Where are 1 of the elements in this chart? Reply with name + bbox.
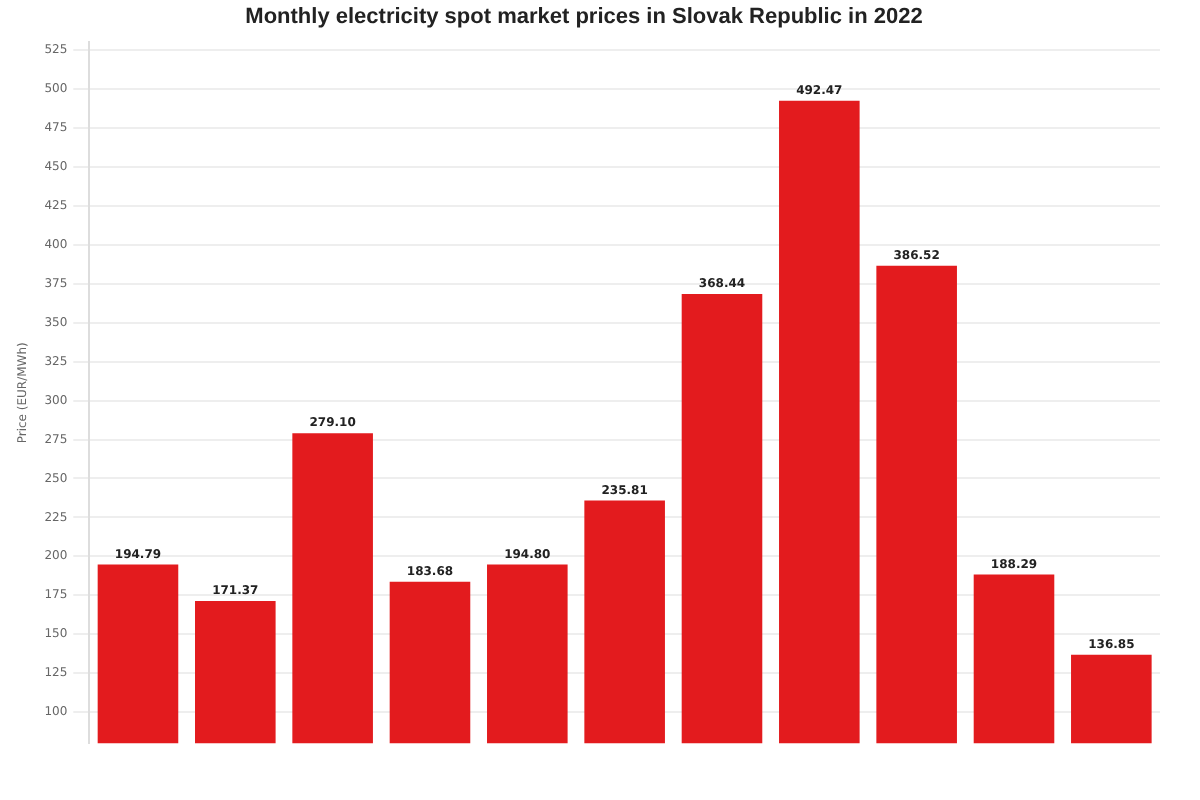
chart-title: Monthly electricity spot market prices in Slovak Republic in 2022	[245, 5, 923, 30]
